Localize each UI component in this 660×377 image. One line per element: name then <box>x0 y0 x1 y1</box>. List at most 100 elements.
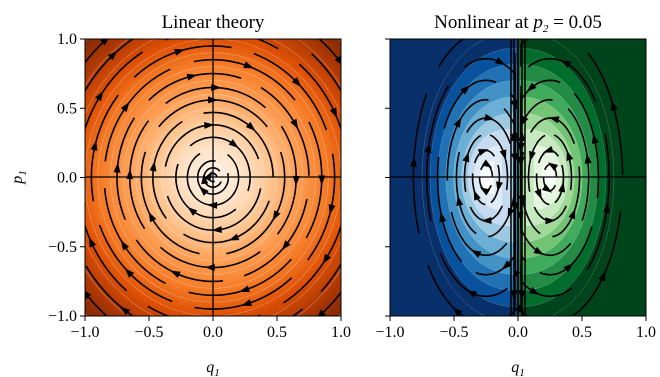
nonlinear-panel: Nonlinear at p2 = 0.05 −1.0 −0.5 0.0 0.5 1.0… <box>375 12 656 377</box>
linear-streamline-arrow <box>90 140 98 151</box>
linear-ticks: −1.0 −0.5 0.0 0.5 1.0 −1.0 −0.5 0.0 0.5 1.0 <box>48 31 351 341</box>
linear-streamline-arrow <box>148 211 157 223</box>
nonlinear-separatrix-arrow <box>518 130 526 141</box>
linear-y-tick-label: −1.0 <box>48 308 77 325</box>
linear-streamline-arrow <box>318 175 326 186</box>
nonlinear-streamline-arrow <box>529 150 536 162</box>
linear-streamline-arrow <box>170 270 181 279</box>
nonlinear-streamline-arrow <box>456 195 464 207</box>
nonlinear-streamline-arrow <box>548 116 560 124</box>
linear-streamline-arrow <box>281 240 291 251</box>
linear-streamline <box>47 106 61 220</box>
linear-x-tick-label: −0.5 <box>134 324 163 341</box>
nonlinear-streamline-arrow <box>494 57 506 65</box>
linear-streamline-arrow <box>340 97 341 98</box>
linear-streamline-arrow <box>272 210 281 221</box>
nonlinear-streamline-arrow <box>410 156 418 167</box>
nonlinear-streamline-arrow <box>424 142 432 153</box>
linear-streamline-arrow <box>120 101 130 113</box>
nonlinear-streamline-arrow <box>547 162 559 171</box>
nonlinear-separatrix-arrow <box>518 290 526 301</box>
nonlinear-streamline-arrow <box>462 151 470 163</box>
nonlinear-streamline-arrow <box>558 182 566 193</box>
linear-streamline <box>174 0 279 12</box>
linear-streamline-arrow <box>322 253 331 265</box>
linear-streamline <box>165 39 279 50</box>
nonlinear-streamline-arrow <box>584 153 592 164</box>
linear-streamline-arrow <box>291 77 302 87</box>
nonlinear-streamline-arrow <box>484 113 495 121</box>
linear-title: Linear theory <box>162 12 265 33</box>
linear-streamline-arrow <box>193 354 203 361</box>
nonlinear-streamline <box>520 39 529 67</box>
linear-streamline-arrow <box>120 306 131 316</box>
nonlinear-streamline-arrow <box>568 208 576 220</box>
linear-streamline-arrow <box>174 48 185 56</box>
nonlinear-streamline <box>438 39 465 68</box>
nonlinear-streamline-arrow <box>473 190 481 201</box>
linear-streamline <box>147 343 252 358</box>
nonlinear-streamline-arrow <box>545 217 556 225</box>
nonlinear-streamline-arrow <box>453 117 462 128</box>
linear-streamline-arrow <box>204 121 215 129</box>
linear-streamline-arrow <box>239 285 250 293</box>
nonlinear-streamline-arrow <box>611 100 618 111</box>
linear-streamline-arrow <box>204 170 213 182</box>
linear-streamline-arrow <box>248 330 259 337</box>
nonlinear-streamline-arrow <box>534 188 542 200</box>
linear-x-tick-label: 1.0 <box>331 324 351 341</box>
nonlinear-separatrix-arrow <box>510 290 518 301</box>
nonlinear-streamline-arrow <box>499 149 507 160</box>
linear-streamline-arrow <box>113 162 121 173</box>
linear-streamline-arrow <box>350 236 357 247</box>
linear-streamline-arrow <box>186 73 198 81</box>
linear-streamline <box>310 53 341 93</box>
nonlinear-streamline-arrow <box>526 82 537 92</box>
nonlinear-streamline-arrow <box>439 211 447 223</box>
nonlinear-streamline-arrow <box>452 307 463 316</box>
linear-streamline-arrow <box>317 309 326 316</box>
linear-streamline-arrow <box>292 175 300 187</box>
nonlinear-title: Nonlinear at p2 = 0.05 <box>434 12 602 35</box>
linear-streamline-arrow <box>149 161 157 172</box>
nonlinear-streamline-arrow <box>496 181 503 192</box>
linear-streamline-arrow <box>85 290 92 300</box>
nonlinear-streamline-arrow <box>560 60 571 68</box>
nonlinear-streamline-arrow <box>479 187 491 196</box>
nonlinear-streamlines <box>410 39 624 316</box>
linear-streamline-arrow <box>95 90 104 102</box>
linear-streamline <box>320 262 341 293</box>
linear-streamline <box>147 305 261 316</box>
nonlinear-streamline-arrow <box>471 249 482 258</box>
linear-streamline-arrow <box>376 188 383 198</box>
linear-streamline <box>366 136 380 250</box>
linear-x-tick-label: −1.0 <box>70 324 99 341</box>
linear-theory-panel: Linear theory −1.0 −0.5 0.0 0.5 1.0 −1.0 −0.5 0… <box>9 0 383 377</box>
linear-y-tick-label: −0.5 <box>48 239 77 256</box>
nonlinear-streamline-arrow <box>481 217 492 225</box>
nonlinear-x-axis-label: q1 <box>511 359 525 377</box>
linear-streamline-arrow <box>211 226 222 234</box>
nonlinear-streamline-arrow <box>543 145 554 153</box>
nonlinear-streamline-arrow <box>481 159 493 168</box>
linear-streamline-arrow <box>243 61 254 69</box>
nonlinear-streamline-arrow <box>533 246 544 255</box>
linear-y-tick-label: 0.0 <box>57 170 77 187</box>
linear-x-tick-label: 0.0 <box>203 324 223 341</box>
linear-y-tick-label: 1.0 <box>57 31 77 48</box>
linear-y-axis-label: p1 <box>9 170 29 185</box>
linear-streamlines <box>47 0 383 361</box>
linear-streamline-arrow <box>290 118 299 130</box>
nonlinear-x-tick-label: 0.0 <box>508 324 528 341</box>
nonlinear-x-tick-label: 0.5 <box>572 324 592 341</box>
linear-x-axis-label: q1 <box>206 359 220 377</box>
nonlinear-streamline-arrow <box>460 85 471 95</box>
nonlinear-streamline-arrow <box>541 184 553 193</box>
nonlinear-streamline-arrow <box>477 149 489 156</box>
linear-x-tick-label: 0.5 <box>267 324 287 341</box>
nonlinear-x-tick-label: −1.0 <box>375 324 404 341</box>
linear-streamline-arrow <box>228 139 239 148</box>
nonlinear-streamline-arrow <box>591 133 599 144</box>
nonlinear-streamline-arrow <box>466 290 478 298</box>
